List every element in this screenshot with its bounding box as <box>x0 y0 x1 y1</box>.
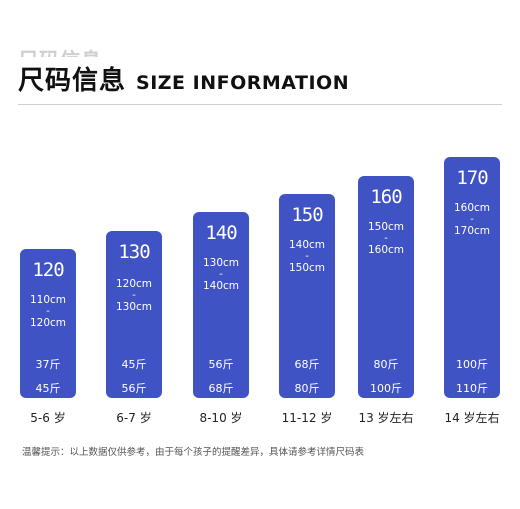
divider <box>18 104 502 105</box>
height-from: 150cm <box>367 221 405 233</box>
range-dash: - <box>470 214 474 225</box>
height-from: 120cm <box>115 278 153 290</box>
weight-to: 45斤 <box>35 382 61 395</box>
weight-from: 80斤 <box>373 358 399 371</box>
size-card: 130 120cm - 130cm 45斤 56斤 <box>106 231 162 398</box>
size-label: 140 <box>205 222 237 244</box>
height-to: 130cm <box>115 301 153 313</box>
size-label: 150 <box>291 204 323 226</box>
footnote: 温馨提示：以上数据仅供参考，由于每个孩子的提醒差异，具体请参考详情尺码表 <box>22 447 365 458</box>
title-english: SIZE INFORMATION <box>136 72 350 94</box>
weight-to: 80斤 <box>294 382 320 395</box>
size-card: 170 160cm - 170cm 100斤 110斤 <box>444 157 500 398</box>
weight-to: 110斤 <box>456 382 488 395</box>
page-title: 尺码信息 SIZE INFORMATION <box>18 60 349 97</box>
weight-from: 37斤 <box>35 358 61 371</box>
age-label: 8-10 岁 <box>199 411 243 425</box>
weight-from: 68斤 <box>294 358 320 371</box>
weight-to: 100斤 <box>370 382 402 395</box>
size-card: 120 110cm - 120cm 37斤 45斤 <box>20 249 76 398</box>
size-label: 130 <box>118 241 150 263</box>
age-label: 11-12 岁 <box>281 411 333 425</box>
size-label: 120 <box>32 259 64 281</box>
weight-to: 68斤 <box>208 382 234 395</box>
height-to: 120cm <box>29 317 67 329</box>
weight-from: 56斤 <box>208 358 234 371</box>
size-card: 140 130cm - 140cm 56斤 68斤 <box>193 212 249 398</box>
ghost-title: 尺码信息 <box>18 48 102 72</box>
size-label: 170 <box>456 167 488 189</box>
size-card: 160 150cm - 160cm 80斤 100斤 <box>358 176 414 398</box>
size-card: 150 140cm - 150cm 68斤 80斤 <box>279 194 335 398</box>
range-dash: - <box>384 233 388 244</box>
range-dash: - <box>219 269 223 280</box>
weight-from: 100斤 <box>456 358 488 371</box>
height-to: 160cm <box>367 244 405 256</box>
height-from: 160cm <box>453 202 491 214</box>
age-label: 6-7 岁 <box>116 411 152 425</box>
height-to: 140cm <box>202 280 240 292</box>
weight-from: 45斤 <box>121 358 147 371</box>
height-from: 110cm <box>29 294 67 306</box>
age-label: 13 岁左右 <box>358 411 414 425</box>
age-label: 14 岁左右 <box>444 411 500 425</box>
height-to: 150cm <box>288 262 326 274</box>
height-from: 130cm <box>202 257 240 269</box>
weight-to: 56斤 <box>121 382 147 395</box>
range-dash: - <box>305 251 309 262</box>
title-chinese: 尺码信息 <box>18 66 127 96</box>
size-label: 160 <box>370 186 402 208</box>
age-label: 5-6 岁 <box>30 411 66 425</box>
height-from: 140cm <box>288 239 326 251</box>
range-dash: - <box>46 306 50 317</box>
range-dash: - <box>132 290 136 301</box>
height-to: 170cm <box>453 225 491 237</box>
